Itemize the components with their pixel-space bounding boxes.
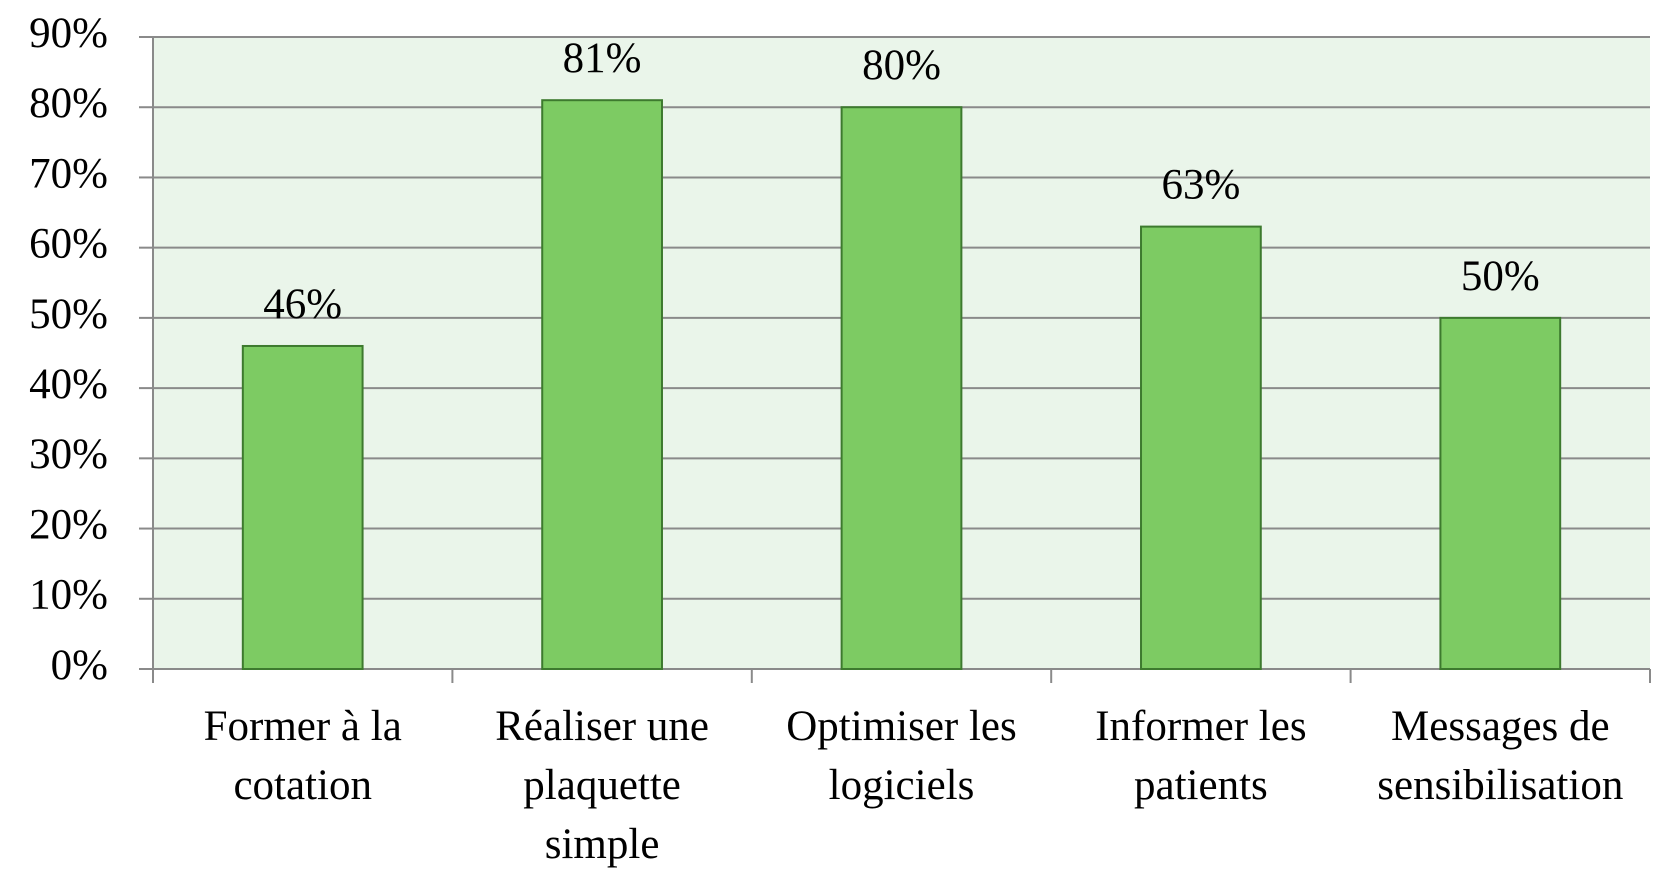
bar — [241, 344, 364, 670]
x-tick-label-line: cotation — [233, 762, 372, 809]
value-label: 80% — [862, 42, 941, 89]
y-tick-label: 90% — [29, 10, 108, 57]
y-tick-label: 50% — [29, 291, 108, 338]
bar — [1439, 316, 1562, 670]
y-tick-label: 70% — [29, 150, 108, 197]
y-tick-label: 80% — [29, 80, 108, 127]
x-tick-label-line: Réaliser une — [495, 703, 709, 750]
value-label: 63% — [1161, 161, 1240, 208]
x-tick-label-line: simple — [545, 821, 660, 868]
x-tick-label-line: patients — [1134, 762, 1268, 809]
x-tick-label-line: sensibilisation — [1377, 762, 1623, 809]
x-tick-label: Former à la cotation — [204, 703, 402, 809]
x-tick-label: Réaliser une plaquette simple — [495, 703, 709, 868]
x-tick-label-line: plaquette — [523, 762, 681, 809]
bar — [541, 99, 663, 670]
y-tick-label: 40% — [29, 361, 108, 408]
x-tick-label: Optimiser les logiciels — [786, 703, 1017, 809]
x-tick-label-line: logiciels — [829, 762, 975, 809]
x-tick-label-line: Optimiser les — [786, 703, 1017, 750]
value-label: 50% — [1461, 253, 1540, 300]
y-tick-label: 10% — [29, 572, 108, 619]
value-label: 46% — [263, 281, 342, 328]
x-tick-label-line: Messages de — [1391, 703, 1610, 750]
y-tick-label: 30% — [29, 431, 108, 478]
y-tick-label: 20% — [29, 501, 108, 548]
x-tick-label-line: Informer les — [1095, 703, 1306, 750]
y-tick-label: 0% — [51, 642, 108, 689]
x-tick-label: Informer les patients — [1095, 703, 1306, 809]
value-label: 81% — [563, 35, 642, 82]
y-tick-label: 60% — [29, 221, 108, 268]
bar — [840, 106, 963, 670]
bar — [1140, 225, 1262, 670]
x-tick-label-line: Former à la — [204, 703, 402, 750]
x-tick-label: Messages de sensibilisation — [1377, 703, 1623, 809]
